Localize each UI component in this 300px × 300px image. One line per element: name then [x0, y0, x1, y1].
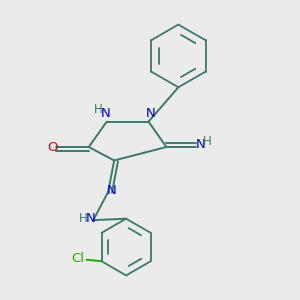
Text: H: H [203, 135, 212, 148]
Text: N: N [85, 212, 95, 225]
Text: N: N [196, 138, 205, 152]
Text: N: N [146, 107, 156, 120]
Text: N: N [106, 184, 116, 197]
Text: H: H [94, 103, 103, 116]
Text: H: H [78, 212, 87, 225]
Text: N: N [100, 107, 110, 120]
Text: O: O [48, 140, 58, 154]
Text: Cl: Cl [71, 252, 84, 265]
